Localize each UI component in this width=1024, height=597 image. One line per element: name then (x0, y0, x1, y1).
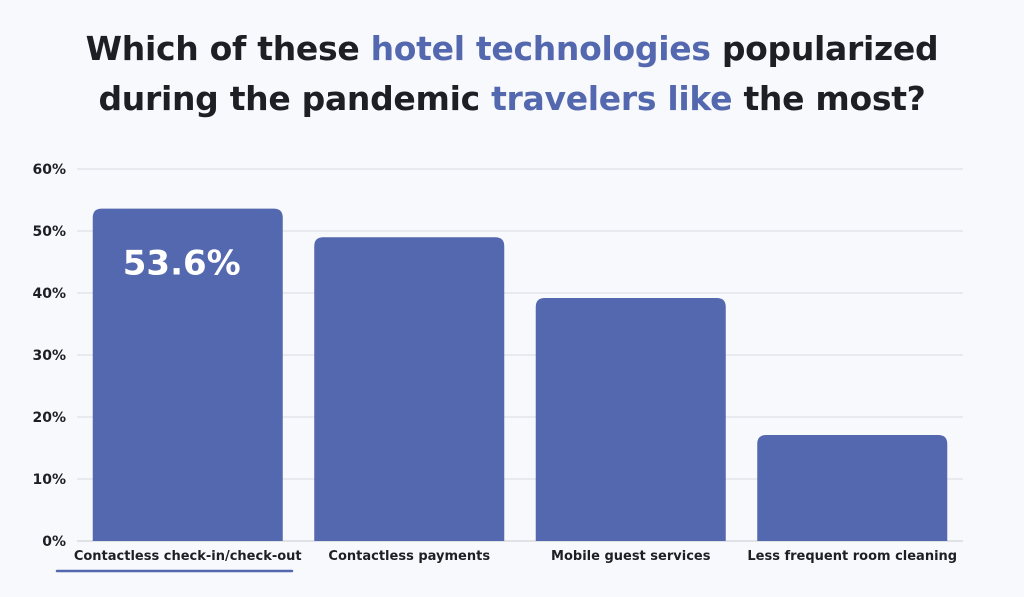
y-tick-label: 10% (32, 472, 66, 488)
y-tick-label: 50% (32, 224, 66, 240)
title-text-2: popularized (710, 29, 939, 68)
category-labels: Contactless check-in/check-out Contactles… (55, 549, 957, 573)
title-highlight-2: travelers like (491, 79, 733, 118)
x-category-label: Contactless payments (328, 549, 490, 564)
y-tick-label: 20% (32, 410, 66, 426)
title-text-1: Which of these (85, 29, 371, 68)
title-text-4: the most? (732, 79, 926, 118)
bar-value-label: 53.6% (123, 244, 241, 284)
bar (314, 237, 505, 541)
x-category-label: Less frequent room cleaning (747, 549, 957, 564)
chart-title: Which of these hotel technologies popula… (0, 24, 1024, 124)
y-axis: 0% 10% 20% 30% 40% 50% 60% (32, 162, 66, 550)
x-category-label: Contactless check-in/check-out (74, 549, 302, 564)
bar (757, 434, 948, 541)
title-text-3: during the pandemic (98, 79, 492, 118)
bars: 53.6% (92, 208, 948, 541)
y-tick-label: 0% (42, 534, 66, 550)
y-tick-label: 60% (32, 162, 66, 178)
bar (92, 208, 283, 541)
title-highlight-1: hotel technologies (370, 29, 711, 68)
bar (535, 297, 726, 541)
y-tick-label: 30% (32, 348, 66, 364)
y-tick-label: 40% (32, 286, 66, 302)
x-category-label: Mobile guest services (551, 549, 711, 564)
